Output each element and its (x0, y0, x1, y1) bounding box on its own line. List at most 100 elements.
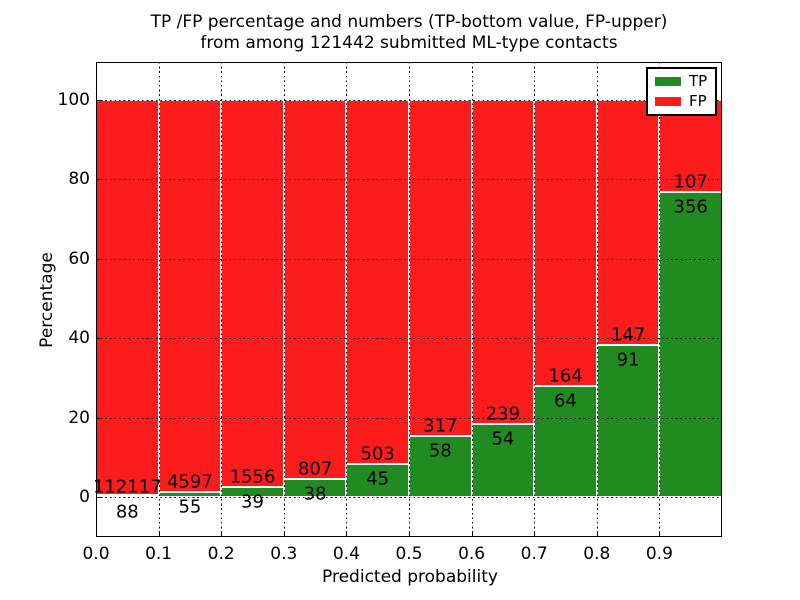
legend-swatch-fp-icon (655, 97, 681, 106)
y-axis-tick (97, 258, 102, 260)
gridline-horizontal (96, 417, 722, 419)
fp-count-label: 147 (610, 324, 646, 346)
x-tick-label: 0.8 (583, 544, 611, 564)
tp-count-label: 45 (366, 468, 390, 490)
bar-segment-tp (159, 491, 221, 496)
bar-segment-tp (97, 494, 158, 496)
x-tick-label: 0.1 (145, 544, 173, 564)
tp-count-label: 58 (428, 440, 452, 462)
x-axis-tick (596, 531, 598, 536)
bar-bin-0 (96, 100, 159, 497)
tp-count-label: 54 (491, 428, 515, 450)
x-tick-label: 0.2 (207, 544, 235, 564)
x-tick-label: 0.6 (458, 544, 486, 564)
x-axis-tick (534, 531, 536, 536)
gridline-vertical (158, 62, 160, 537)
bar-segment-tp (660, 190, 721, 496)
gridline-vertical (409, 62, 410, 537)
fp-count-label: 239 (485, 403, 521, 425)
fp-count-label: 112117 (92, 476, 162, 498)
bar-segment-tp (347, 463, 408, 496)
gridline-vertical (221, 62, 223, 537)
y-tick-label: 20 (68, 407, 90, 428)
bar-bin-0.7 (534, 100, 597, 497)
chart-title-line-1: TP /FP percentage and numbers (TP-bottom… (150, 12, 668, 32)
fp-count-label: 107 (673, 171, 708, 193)
x-tick-label: 0.4 (332, 544, 360, 564)
bar-segment-tp (472, 422, 534, 496)
bar-segment-tp (222, 486, 283, 496)
bar-bin-0.2 (221, 100, 284, 497)
x-tick-label: 0.5 (395, 544, 423, 564)
bar-segment-tp (597, 344, 659, 496)
y-axis-tick (97, 179, 102, 181)
gridline-vertical (471, 62, 473, 537)
legend-label-fp: FP (689, 92, 707, 110)
tp-count-label: 88 (115, 501, 139, 523)
legend-item-fp: FP (655, 94, 707, 109)
fp-count-label: 1556 (229, 466, 276, 488)
x-axis-tick (471, 531, 473, 536)
fp-count-label: 317 (423, 415, 458, 437)
x-axis-label: Predicted probability (322, 567, 498, 587)
tp-count-label: 38 (303, 483, 327, 505)
gridline-vertical (534, 62, 536, 537)
y-tick-label: 40 (68, 328, 90, 349)
y-axis-tick (97, 100, 102, 101)
x-axis-tick (96, 531, 97, 536)
y-tick-label: 100 (57, 90, 90, 110)
x-tick-label: 0.0 (82, 544, 110, 564)
legend-label-tp: TP (689, 72, 708, 90)
x-tick-label: 0.3 (270, 544, 298, 564)
gridline-vertical (596, 62, 598, 537)
bar-bin-0.9 (659, 100, 722, 497)
fp-count-label: 4597 (166, 471, 213, 493)
fp-count-label: 807 (297, 458, 333, 480)
x-axis-tick (158, 531, 160, 536)
tp-count-label: 55 (178, 496, 202, 518)
gridline-vertical (659, 62, 661, 537)
bar-bin-0.6 (471, 100, 535, 497)
legend: TP FP (646, 67, 718, 116)
tp-count-label: 64 (554, 390, 577, 412)
gridline-horizontal (96, 179, 722, 181)
bar-segment-tp (535, 384, 596, 496)
y-tick-label: 0 (79, 487, 90, 507)
gridline-vertical (346, 62, 348, 537)
y-axis-tick (97, 338, 102, 340)
bar-bin-0.1 (158, 100, 222, 497)
x-tick-label: 0.7 (520, 544, 548, 564)
gridline-vertical (283, 62, 285, 537)
bar-segment-tp (284, 478, 346, 496)
tp-count-label: 356 (673, 196, 708, 218)
x-axis-tick (659, 531, 661, 536)
x-tick-label: 0.9 (645, 544, 673, 564)
y-tick-label: 80 (68, 169, 90, 190)
y-tick-label: 60 (68, 248, 90, 269)
y-axis-tick (97, 417, 102, 419)
legend-swatch-tp-icon (655, 77, 681, 86)
gridline-horizontal (96, 338, 722, 340)
y-axis-label: Percentage (37, 252, 57, 348)
gridline-horizontal (96, 258, 722, 260)
x-axis-tick (221, 531, 223, 536)
x-axis-tick (346, 531, 348, 536)
plot-area: 112117 88 4597 55 1556 39 807 38 503 45 317 58 239 54… (92, 62, 722, 537)
bar-bin-0.5 (409, 100, 472, 497)
x-axis-tick (283, 531, 285, 536)
bar-segment-tp (410, 434, 471, 496)
bar-bin-0.4 (346, 100, 409, 497)
chart-title-line-2: from among 121442 submitted ML-type cont… (200, 33, 618, 53)
gridline-horizontal (96, 100, 722, 101)
legend-item-tp: TP (655, 74, 707, 89)
y-axis-tick (97, 497, 102, 498)
fp-count-label: 164 (548, 365, 583, 387)
gridline-horizontal (96, 497, 722, 498)
bar-bin-0.3 (283, 100, 347, 497)
fp-count-label: 503 (360, 443, 395, 465)
tp-count-label: 91 (616, 349, 640, 371)
x-axis-tick (409, 531, 410, 536)
bar-bin-0.8 (596, 100, 660, 497)
chart-title: TP /FP percentage and numbers (TP-bottom… (86, 12, 732, 54)
